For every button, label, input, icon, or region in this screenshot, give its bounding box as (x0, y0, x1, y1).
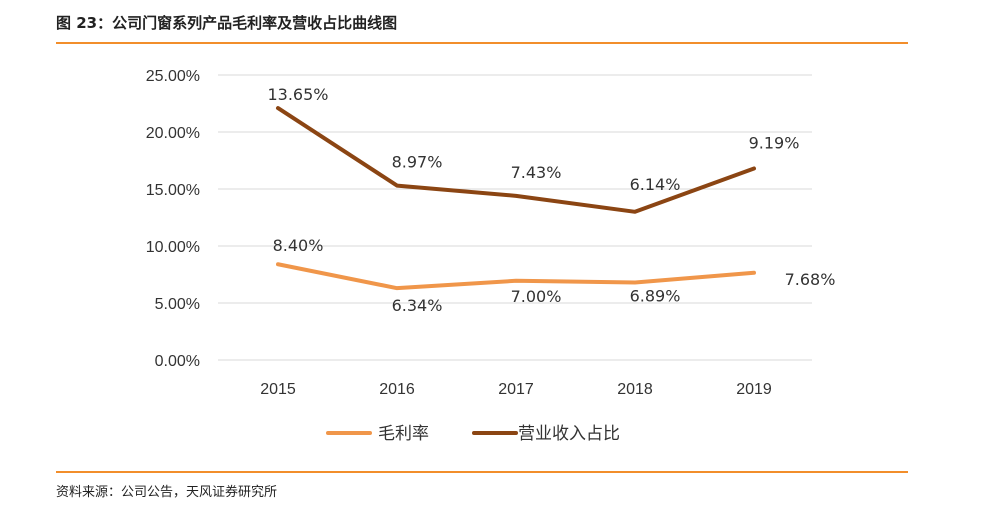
line-chart: 0.00% 5.00% 10.00% 15.00% 20.00% 25.00% 2015 20… (146, 68, 836, 444)
data-label: 8.40% (273, 236, 324, 255)
x-tick-label: 2019 (736, 381, 772, 398)
data-label: 7.00% (511, 287, 562, 306)
data-label: 6.89% (630, 286, 681, 305)
x-tick-label: 2017 (498, 381, 534, 398)
title-divider (56, 42, 908, 44)
data-label: 9.19% (749, 133, 800, 152)
data-label: 7.43% (511, 163, 562, 182)
source-divider (56, 471, 908, 473)
series-line (276, 262, 756, 291)
legend-label: 毛利率 (378, 424, 429, 444)
legend-label: 营业收入占比 (518, 424, 620, 444)
y-tick-label: 0.00% (155, 353, 200, 370)
y-tick-label: 10.00% (146, 239, 200, 256)
y-tick-label: 15.00% (146, 182, 200, 199)
x-tick-label: 2016 (379, 381, 415, 398)
data-label: 6.34% (392, 296, 443, 315)
data-label: 6.14% (630, 175, 681, 194)
x-tick-label: 2015 (260, 381, 296, 398)
y-tick-label: 5.00% (155, 296, 200, 313)
source-note: 资料来源：公司公告，天风证券研究所 (56, 485, 278, 500)
series-line (276, 106, 756, 214)
x-tick-label: 2018 (617, 381, 653, 398)
y-tick-label: 25.00% (146, 68, 200, 85)
data-label: 7.68% (785, 270, 836, 289)
figure-title: 图 23：公司门窗系列产品毛利率及营收占比曲线图 (56, 14, 398, 32)
data-label: 8.97% (392, 153, 443, 172)
data-label: 13.65% (267, 85, 328, 104)
y-tick-label: 20.00% (146, 125, 200, 142)
